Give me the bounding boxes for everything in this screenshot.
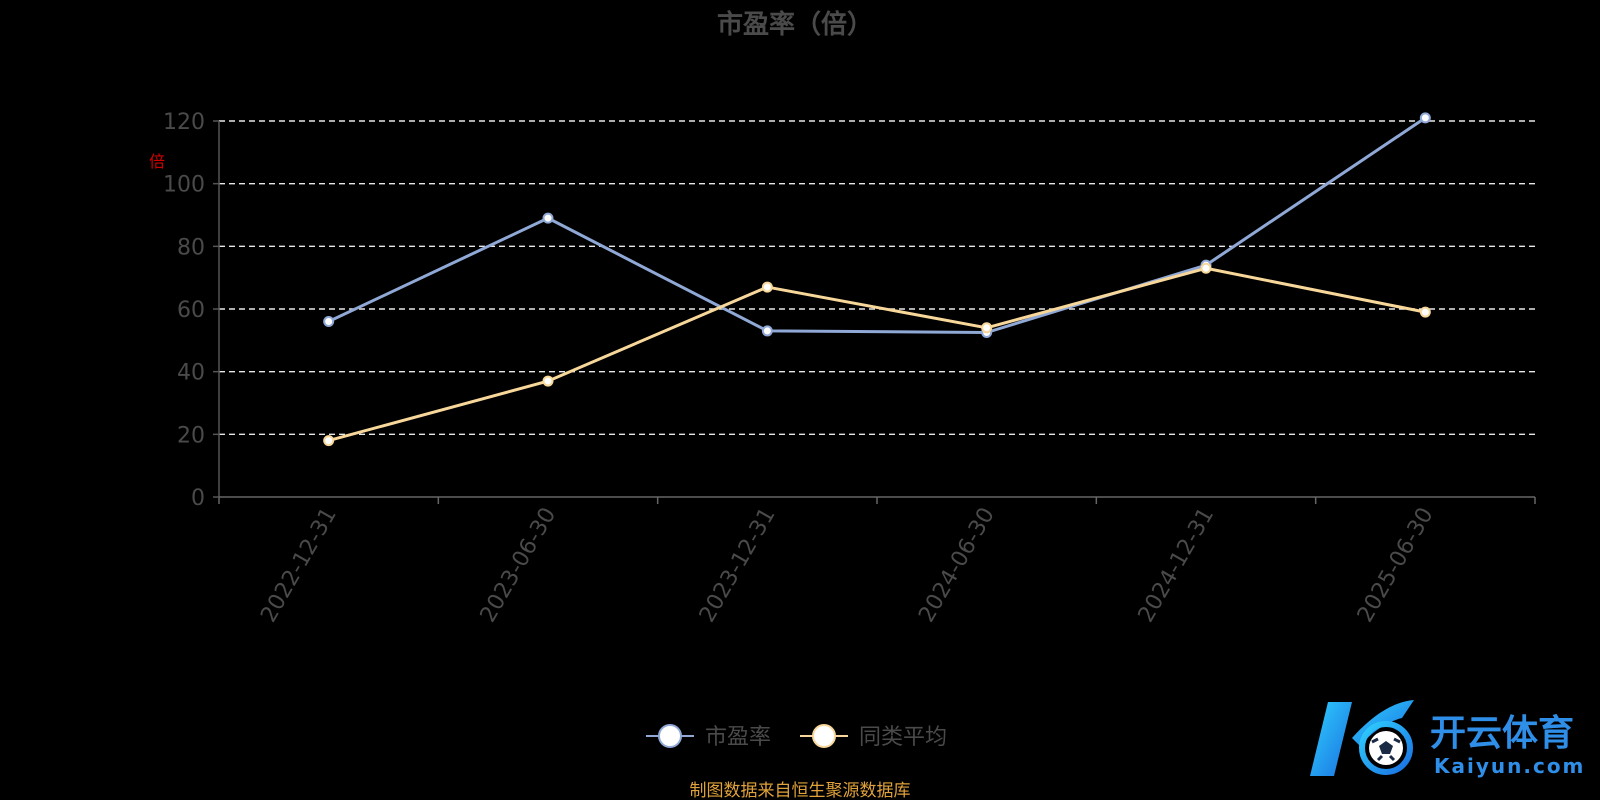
data-point[interactable]	[323, 316, 335, 328]
y-tick-label: 100	[163, 173, 205, 198]
data-point[interactable]	[1419, 112, 1431, 124]
data-point[interactable]	[542, 212, 554, 224]
y-tick-labels: 0 20 40 60 80 100 120	[163, 110, 205, 511]
x-tick-label: 2023-12-31	[695, 504, 781, 627]
y-tick-label: 40	[177, 361, 205, 386]
data-point[interactable]	[761, 325, 773, 337]
source-note: 制图数据来自恒生聚源数据库	[690, 781, 911, 800]
watermark-cn: 开云体育	[1430, 713, 1574, 754]
legend-label-peer-avg: 同类平均	[859, 725, 947, 750]
y-tick-label: 60	[177, 298, 205, 323]
series-line-0	[328, 116, 1427, 334]
x-tick-label: 2025-06-30	[1353, 504, 1439, 627]
legend-marker-pe	[658, 724, 682, 748]
legend-item-pe[interactable]: 市盈率	[646, 724, 771, 750]
x-tick-label: 2022-12-31	[256, 504, 342, 627]
chart-title: 市盈率（倍）	[717, 9, 873, 40]
y-axis-label: 倍	[149, 152, 165, 171]
legend-label-pe: 市盈率	[705, 725, 771, 750]
x-tick-label: 2023-06-30	[476, 504, 562, 627]
data-point[interactable]	[323, 435, 335, 447]
y-tick-label: 20	[177, 423, 205, 448]
series-lines	[323, 112, 1431, 447]
soccer-ball-logo-icon	[1310, 700, 1414, 776]
x-tick-label: 2024-12-31	[1134, 504, 1220, 627]
x-tick-labels: 2022-12-31 2023-06-30 2023-12-31 2024-06-30…	[218, 497, 1536, 627]
y-tick-label: 0	[191, 486, 205, 511]
data-point[interactable]	[1419, 306, 1431, 318]
data-point[interactable]	[542, 375, 554, 387]
data-point[interactable]	[981, 322, 993, 334]
data-point[interactable]	[1200, 262, 1212, 274]
legend[interactable]: 市盈率 同类平均	[646, 724, 947, 750]
x-tick-label: 2024-06-30	[914, 504, 1000, 627]
watermark-logo: 开云体育 Kaiyun.com	[1310, 700, 1585, 778]
watermark-en: Kaiyun.com	[1434, 754, 1585, 778]
y-tick-label: 120	[163, 110, 205, 135]
y-tick-label: 80	[177, 235, 205, 260]
data-point[interactable]	[761, 281, 773, 293]
grid-lines	[213, 120, 1535, 498]
legend-marker-peer-avg	[812, 724, 836, 748]
legend-item-peer-avg[interactable]: 同类平均	[800, 724, 947, 750]
series-line-1	[328, 266, 1426, 443]
